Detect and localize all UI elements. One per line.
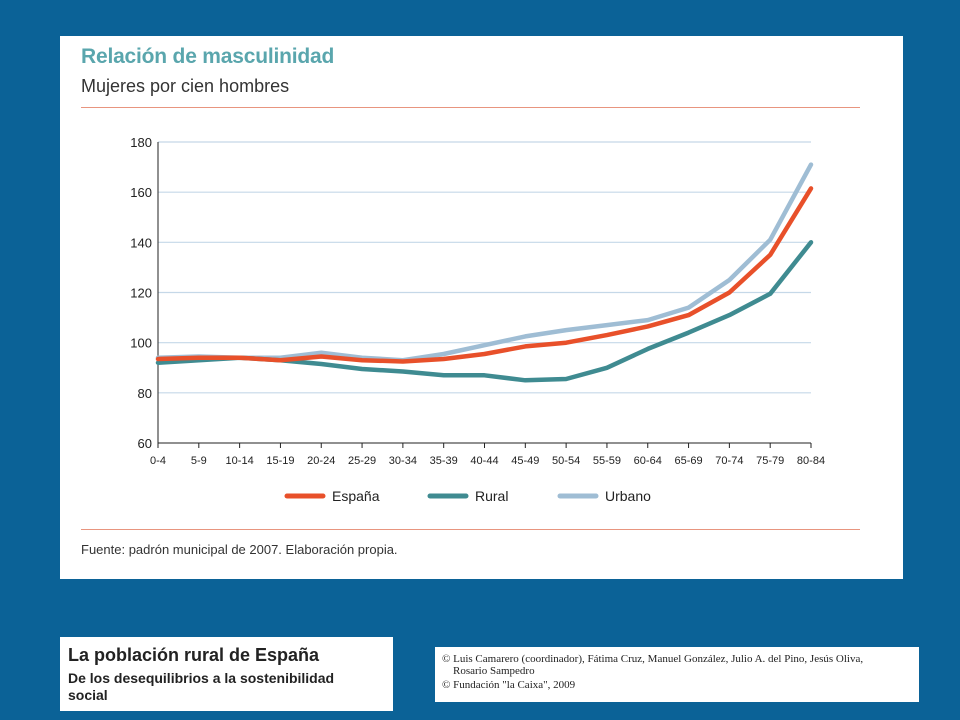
y-tick-label: 180 — [130, 135, 152, 150]
credits-line-2: Rosario Sampedro — [453, 665, 535, 677]
bottom-divider — [81, 529, 860, 530]
legend-label: Urbano — [605, 488, 651, 504]
series-line-espaa — [155, 186, 814, 364]
legend-label: Rural — [475, 488, 508, 504]
x-tick-label: 35-39 — [430, 455, 458, 467]
line-chart: 60 80 100 120 140 160 180 0-4 5-9 10-14 15-19 20-24… — [130, 135, 825, 504]
chart-card: Relación de masculinidad Mujeres por cie… — [60, 36, 903, 579]
y-tick-label: 60 — [138, 436, 152, 451]
credits-box: © Luis Camarero (coordinador), Fátima Cr… — [435, 647, 919, 702]
x-tick-label: 55-59 — [593, 455, 621, 467]
x-tick-label: 0-4 — [150, 455, 166, 467]
y-tick-label: 100 — [130, 336, 152, 351]
legend-label: España — [332, 488, 380, 504]
x-tick-label: 10-14 — [226, 455, 254, 467]
top-divider — [81, 107, 860, 108]
x-tick-label: 50-54 — [552, 455, 580, 467]
source-note: Fuente: padrón municipal de 2007. Elabor… — [81, 542, 398, 557]
y-tick-label: 120 — [130, 286, 152, 301]
x-tick-label: 30-34 — [389, 455, 417, 467]
x-tick-label: 65-69 — [674, 455, 702, 467]
y-tick-label: 160 — [130, 185, 152, 200]
chart-title: Relación de masculinidad — [81, 45, 335, 68]
book-subtitle: De los desequilibrios a la sostenibilida… — [68, 670, 335, 703]
x-tick-label: 75-79 — [756, 455, 784, 467]
series-line-urbano — [155, 162, 814, 363]
x-tick-label: 5-9 — [191, 455, 207, 467]
x-tick-label: 20-24 — [307, 455, 335, 467]
credits-line-1: © Luis Camarero (coordinador), Fátima Cr… — [442, 653, 864, 665]
x-tick-label: 15-19 — [266, 455, 294, 467]
y-tick-label: 80 — [138, 386, 152, 401]
book-title: La población rural de España — [68, 645, 320, 665]
credits-line-3: © Fundación "la Caixa", 2009 — [442, 679, 576, 691]
x-tick-label: 25-29 — [348, 455, 376, 467]
x-tick-label: 60-64 — [634, 455, 662, 467]
x-tick-label: 45-49 — [511, 455, 539, 467]
book-info: La población rural de España De los dese… — [60, 637, 393, 711]
x-tick-label: 70-74 — [715, 455, 743, 467]
x-tick-label: 40-44 — [470, 455, 498, 467]
x-tick-label: 80-84 — [797, 455, 825, 467]
y-tick-label: 140 — [130, 235, 152, 250]
chart-subtitle: Mujeres por cien hombres — [81, 76, 290, 96]
